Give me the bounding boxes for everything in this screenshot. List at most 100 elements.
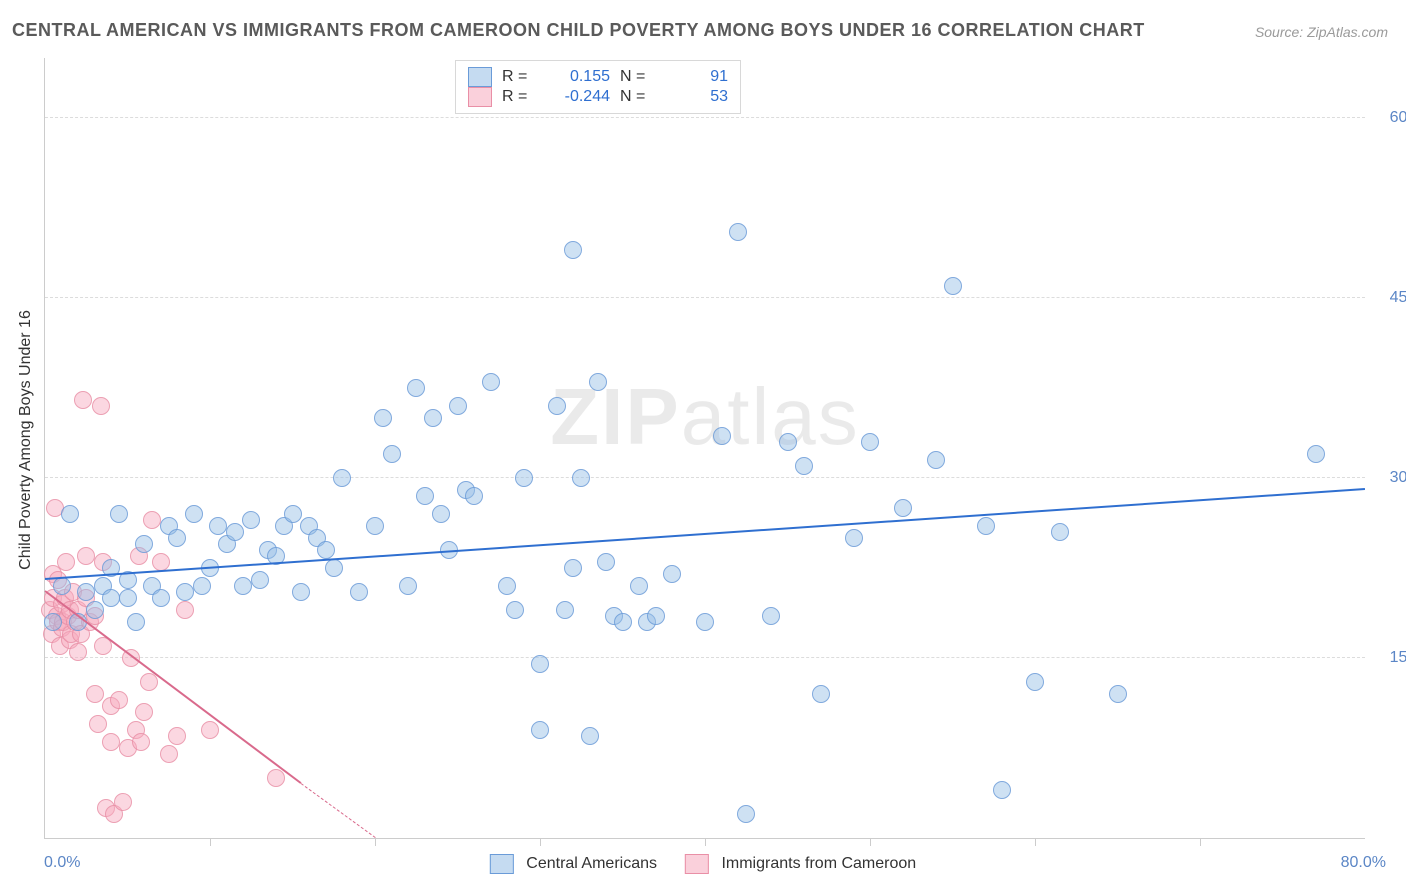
n-label: N = <box>620 68 654 86</box>
data-point <box>737 805 755 823</box>
data-point <box>845 529 863 547</box>
data-point <box>102 589 120 607</box>
series-legend: Central Americans Immigrants from Camero… <box>490 854 916 874</box>
data-point <box>226 523 244 541</box>
x-tick <box>210 838 211 846</box>
data-point <box>1307 445 1325 463</box>
x-tick <box>1035 838 1036 846</box>
data-point <box>713 427 731 445</box>
data-point <box>185 505 203 523</box>
data-point <box>119 589 137 607</box>
data-point <box>614 613 632 631</box>
data-point <box>251 571 269 589</box>
data-point <box>284 505 302 523</box>
y-tick-label: 45.0% <box>1375 289 1406 307</box>
data-point <box>152 553 170 571</box>
legend-swatch-b <box>685 854 709 874</box>
correlation-legend: R = 0.155 N = 91 R = -0.244 N = 53 <box>455 60 741 114</box>
data-point <box>399 577 417 595</box>
data-point <box>160 745 178 763</box>
data-point <box>581 727 599 745</box>
data-point <box>515 469 533 487</box>
data-point <box>267 769 285 787</box>
data-point <box>201 721 219 739</box>
r-value-b: -0.244 <box>546 88 610 106</box>
data-point <box>795 457 813 475</box>
data-point <box>350 583 368 601</box>
y-axis-label: Child Poverty Among Boys Under 16 <box>17 310 35 570</box>
data-point <box>407 379 425 397</box>
data-point <box>556 601 574 619</box>
scatter-plot-area: ZIPatlas 15.0%30.0%45.0%60.0% <box>44 58 1365 839</box>
data-point <box>630 577 648 595</box>
r-label: R = <box>502 68 536 86</box>
legend-item-b: Immigrants from Cameroon <box>685 854 916 874</box>
x-tick <box>705 838 706 846</box>
data-point <box>424 409 442 427</box>
data-point <box>449 397 467 415</box>
data-point <box>944 277 962 295</box>
data-point <box>927 451 945 469</box>
data-point <box>647 607 665 625</box>
data-point <box>531 655 549 673</box>
data-point <box>209 517 227 535</box>
data-point <box>152 589 170 607</box>
data-point <box>92 397 110 415</box>
r-value-a: 0.155 <box>546 68 610 86</box>
data-point <box>176 583 194 601</box>
legend-swatch-a <box>468 67 492 87</box>
r-label: R = <box>502 88 536 106</box>
data-point <box>506 601 524 619</box>
data-point <box>74 391 92 409</box>
data-point <box>61 505 79 523</box>
data-point <box>102 733 120 751</box>
legend-row-series-a: R = 0.155 N = 91 <box>468 67 728 87</box>
data-point <box>89 715 107 733</box>
data-point <box>572 469 590 487</box>
data-point <box>861 433 879 451</box>
data-point <box>110 691 128 709</box>
data-point <box>696 613 714 631</box>
data-point <box>242 511 260 529</box>
gridline-h <box>45 297 1365 298</box>
data-point <box>1026 673 1044 691</box>
source-attribution: Source: ZipAtlas.com <box>1255 24 1388 40</box>
data-point <box>416 487 434 505</box>
data-point <box>317 541 335 559</box>
x-axis-max-label: 80.0% <box>1341 854 1386 872</box>
data-point <box>77 547 95 565</box>
legend-label-a: Central Americans <box>526 855 657 872</box>
legend-swatch-b <box>468 87 492 107</box>
data-point <box>333 469 351 487</box>
data-point <box>132 733 150 751</box>
y-tick-label: 30.0% <box>1375 469 1406 487</box>
data-point <box>383 445 401 463</box>
data-point <box>548 397 566 415</box>
y-tick-label: 15.0% <box>1375 649 1406 667</box>
n-label: N = <box>620 88 654 106</box>
data-point <box>432 505 450 523</box>
data-point <box>993 781 1011 799</box>
data-point <box>1051 523 1069 541</box>
data-point <box>465 487 483 505</box>
data-point <box>597 553 615 571</box>
data-point <box>729 223 747 241</box>
legend-swatch-a <box>490 854 514 874</box>
x-tick <box>375 838 376 846</box>
data-point <box>325 559 343 577</box>
data-point <box>531 721 549 739</box>
data-point <box>812 685 830 703</box>
gridline-h <box>45 477 1365 478</box>
data-point <box>53 577 71 595</box>
data-point <box>168 529 186 547</box>
x-tick <box>870 838 871 846</box>
data-point <box>374 409 392 427</box>
data-point <box>69 643 87 661</box>
data-point <box>234 577 252 595</box>
data-point <box>564 241 582 259</box>
data-point <box>127 613 145 631</box>
x-tick <box>540 838 541 846</box>
data-point <box>1109 685 1127 703</box>
data-point <box>366 517 384 535</box>
data-point <box>176 601 194 619</box>
